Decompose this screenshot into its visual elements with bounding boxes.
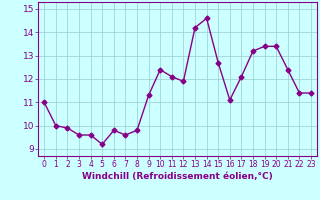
X-axis label: Windchill (Refroidissement éolien,°C): Windchill (Refroidissement éolien,°C) xyxy=(82,172,273,181)
